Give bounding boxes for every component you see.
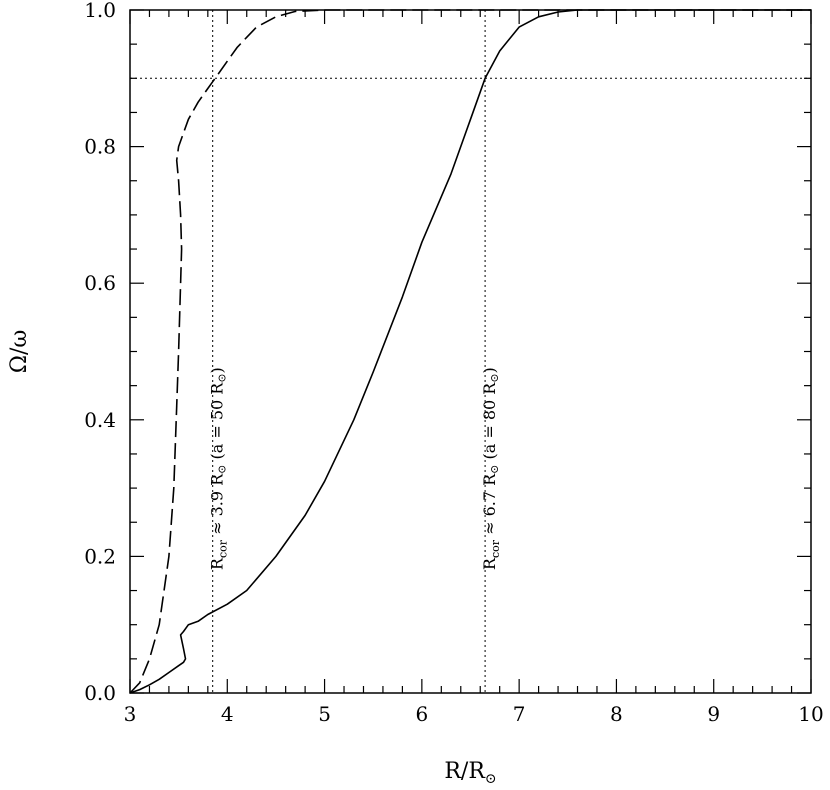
x-tick-label: 4 xyxy=(221,702,234,726)
annotation-part: ≈ 6.7 R xyxy=(480,473,499,540)
x-tick-label: 8 xyxy=(610,702,623,726)
reference-lines xyxy=(130,10,811,693)
annotation-part: cor xyxy=(489,539,502,558)
annotation-r-cor-1: Rcor ≈ 6.7 R⊙ (a = 80 R⊙) xyxy=(480,367,502,570)
annotation-part: cor xyxy=(216,539,229,558)
y-tick-label: 0.2 xyxy=(84,544,116,568)
annotation-part: R xyxy=(480,557,499,570)
annotation-part: ⊙ xyxy=(215,373,228,382)
tick-labels: 3 4 5 6 7 8 9 10 0.0 0.2 0.4 0.6 0.8 1.0 xyxy=(84,0,824,726)
y-tick-label: 0.6 xyxy=(84,271,116,295)
x-tick-label: 3 xyxy=(124,702,137,726)
annotation-part: ) xyxy=(207,367,226,373)
x-axis-title-main: R/R xyxy=(444,759,486,784)
y-tick-label: 0.0 xyxy=(84,681,116,705)
plot-frame xyxy=(129,9,812,694)
data-series xyxy=(129,9,811,694)
x-tick-label: 5 xyxy=(318,702,331,726)
y-axis-title: Ω/ω xyxy=(7,330,32,374)
annotation-part: ) xyxy=(480,367,499,373)
annotation-part: (a = 50 R xyxy=(207,382,226,465)
series-line-dashed xyxy=(129,9,811,694)
axis-ticks xyxy=(129,9,812,694)
y-tick-label: 0.8 xyxy=(84,135,116,159)
annotation-part: ⊙ xyxy=(488,465,501,474)
annotation-part: ≈ 3.9 R xyxy=(207,473,226,540)
annotations: Rcor ≈ 3.9 R⊙ (a = 50 R⊙)Rcor ≈ 6.7 R⊙ (… xyxy=(207,367,501,570)
annotation-r-cor-0: Rcor ≈ 3.9 R⊙ (a = 50 R⊙) xyxy=(207,367,229,570)
x-tick-label: 6 xyxy=(415,702,428,726)
annotation-part: ⊙ xyxy=(488,373,501,382)
y-tick-label: 1.0 xyxy=(84,0,116,22)
series-line-solid xyxy=(129,9,811,694)
x-tick-label: 9 xyxy=(707,702,720,726)
x-tick-label: 10 xyxy=(798,702,823,726)
annotation-part: R xyxy=(207,557,226,570)
y-tick-label: 0.4 xyxy=(84,408,116,432)
annotation-part: (a = 80 R xyxy=(480,382,499,465)
x-axis-title: R/R⊙ xyxy=(444,759,496,787)
annotation-part: ⊙ xyxy=(215,465,228,474)
x-tick-label: 7 xyxy=(513,702,526,726)
x-axis-title-sub: ⊙ xyxy=(485,771,497,787)
